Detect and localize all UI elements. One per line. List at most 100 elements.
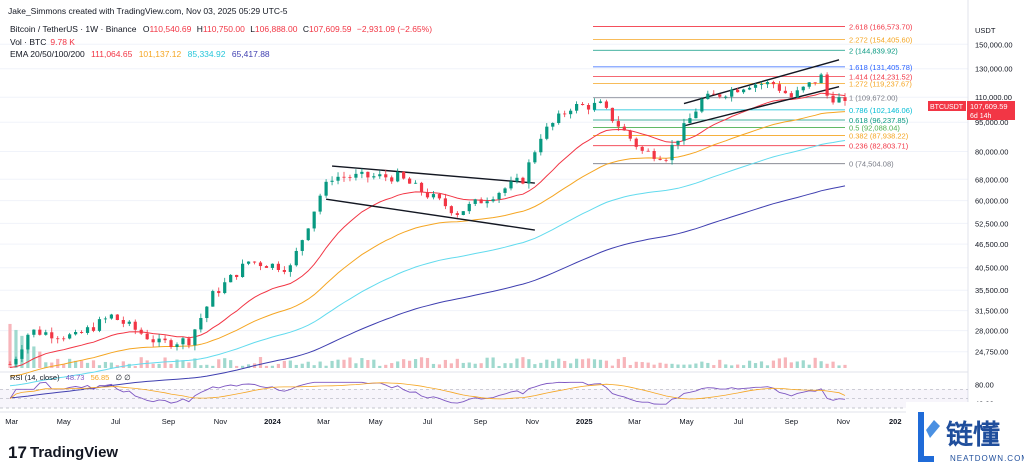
candle-body [396,171,400,182]
candle-body [56,338,60,340]
volume-bar [533,364,537,368]
candle-body [777,84,781,91]
candle-body [127,321,131,324]
fib-label: 1.618 (131,405.78) [849,63,913,72]
candle-body [449,206,453,214]
candle-body [592,102,597,110]
candle-body [300,240,304,251]
time-tick-label: Jul [423,417,433,426]
candle-body [461,211,465,215]
volume-bar [115,365,119,368]
volume-bar [193,358,197,368]
tradingview-logo[interactable]: 17 TradingView [8,443,118,462]
candle-body [598,101,603,103]
volume-bar [294,364,298,368]
candle-body [491,199,495,202]
candle-body [390,177,394,182]
volume-bar [187,362,191,368]
watermark-name: 链懂 [946,419,1000,450]
candle-body [50,332,54,339]
candle-body [181,338,185,345]
candle-body [616,121,620,127]
candle-body [718,94,722,97]
candle-body [610,107,614,122]
volume-bar [97,365,102,368]
volume-bar [700,361,704,368]
volume-bar [223,358,227,368]
volume-bar [801,360,805,368]
volume-bar [443,359,447,368]
ema-200-line [9,185,846,399]
candle-body [634,138,638,147]
volume-bar [455,358,459,368]
candle-body [783,90,787,94]
candle-body [759,84,764,86]
volume-bar [312,365,316,368]
volume-bar [68,358,72,368]
candle-body [604,101,609,108]
candle-body [258,262,263,267]
volume-bar [62,364,66,368]
candle-body [145,333,149,340]
candle-body [26,334,30,350]
volume-bar [79,360,84,368]
candle-body [20,349,24,359]
candle-body [79,331,84,333]
volume-bar [539,362,543,368]
candle-body [205,306,209,319]
fib-label: 1.272 (119,237.67) [849,79,912,88]
volume-bar [169,363,173,368]
trend-lines [326,59,840,231]
rsi-ma-line [9,382,846,400]
time-tick-label: May [679,417,693,426]
candle-body [664,159,668,161]
candle-body [241,263,245,278]
price-tick-label: 60,000.00 [975,197,1008,206]
volume-bar [694,363,698,368]
volume-bar [521,357,525,368]
time-tick-label: Sep [785,417,798,426]
candle-body [229,274,233,283]
volume-bar [503,363,507,368]
symbol-text: Bitcoin / TetherUS · 1W · Binance [10,24,137,34]
ohlc-line: Bitcoin / TetherUS · 1W · Binance O110,5… [10,24,432,34]
candle-body [431,194,436,198]
candle-body [109,314,113,319]
candle-body [694,111,698,119]
price-tick-label: 52,500.00 [975,219,1008,228]
volume-bar [306,361,310,368]
candle-body [831,95,835,103]
candle-body [252,261,257,263]
time-axis[interactable]: Mar May Jul Sep Nov 2024 Mar May Jul Sep Nov 2025 Ma… [5,417,901,426]
volume-bar [604,360,609,368]
candle-body [294,250,298,266]
price-tick-label: 40,500.00 [975,264,1008,273]
volume-line: Vol · BTC 9.78 K [10,37,75,47]
candle-body [235,274,239,278]
volume-bar [241,365,245,368]
time-tick-label: Nov [526,417,540,426]
volume-bar [652,364,656,368]
candle-body [330,180,334,182]
volume-bar [795,361,799,368]
volume-bar [181,360,185,368]
price-axis[interactable]: 150,000.00 130,000.00 110,000.00 95,000.00 8… [975,40,1013,356]
volume-bar [127,363,131,368]
candle-body [521,177,525,184]
candle-body [14,358,18,365]
candle-body [437,194,442,199]
time-tick-label: Nov [214,417,228,426]
volume-bar [569,363,573,368]
candle-body [264,266,269,268]
time-tick-label: Mar [628,417,641,426]
volume-bar [235,365,239,368]
candle-body [801,86,805,91]
candle-body [736,89,740,93]
volume-bar [789,362,793,368]
candle-body [175,344,179,347]
candle-body [682,123,686,141]
volume-bar [658,362,662,368]
candle-body [121,320,125,324]
volume-bar [730,365,734,368]
